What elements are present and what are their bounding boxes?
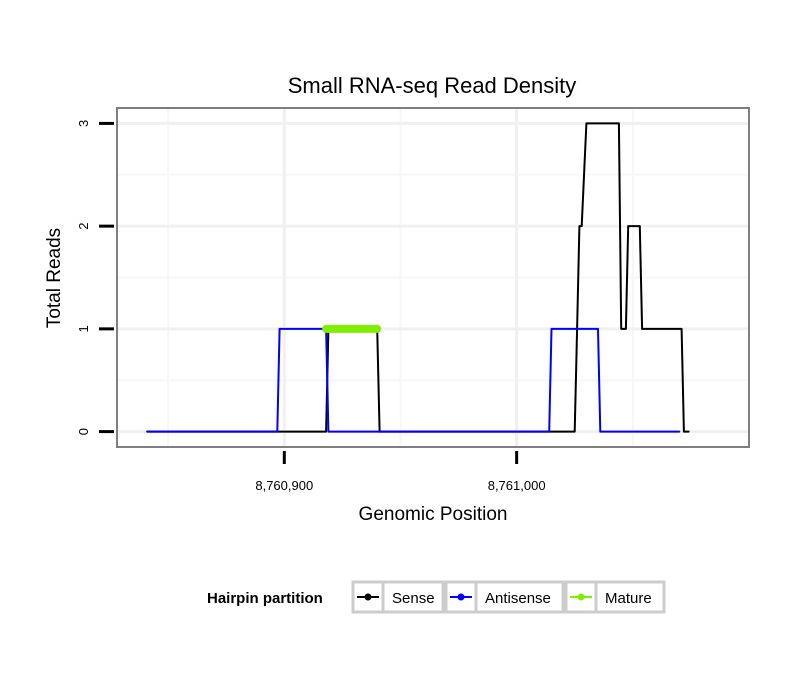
y-axis-title: Total Reads bbox=[44, 228, 65, 328]
data-series bbox=[146, 122, 690, 433]
x-axis-title: Genomic Position bbox=[359, 504, 508, 525]
legend: Hairpin partition Sense Antisense Mature bbox=[207, 580, 666, 614]
y-tick-label: 2 bbox=[76, 222, 91, 229]
y-tick-label: 3 bbox=[76, 120, 91, 127]
y-axis: 0 1 2 3 bbox=[76, 120, 114, 435]
legend-title: Hairpin partition bbox=[207, 590, 323, 607]
legend-label-sense: Sense bbox=[392, 590, 435, 607]
legend-item-frame-mature bbox=[594, 580, 666, 614]
plot-border bbox=[116, 107, 750, 448]
series-line-sense bbox=[146, 122, 690, 433]
x-axis: 8,760,900 8,761,000 bbox=[255, 451, 546, 493]
legend-label-mature: Mature bbox=[605, 590, 652, 607]
series-line-antisense bbox=[146, 327, 681, 433]
legend-item-frame-antisense bbox=[474, 580, 565, 614]
legend-label-antisense: Antisense bbox=[485, 590, 551, 607]
legend-key-point-mature bbox=[577, 593, 585, 601]
y-tick-label: 1 bbox=[76, 325, 91, 332]
legend-key-point-sense bbox=[364, 593, 372, 601]
x-tick-label: 8,760,900 bbox=[255, 478, 313, 493]
y-tick-label: 0 bbox=[76, 428, 91, 435]
chart-title: Small RNA-seq Read Density bbox=[288, 73, 577, 98]
legend-key-point-antisense bbox=[457, 593, 465, 601]
x-tick-label: 8,761,000 bbox=[488, 478, 546, 493]
legend-item-frame-sense bbox=[381, 580, 445, 614]
